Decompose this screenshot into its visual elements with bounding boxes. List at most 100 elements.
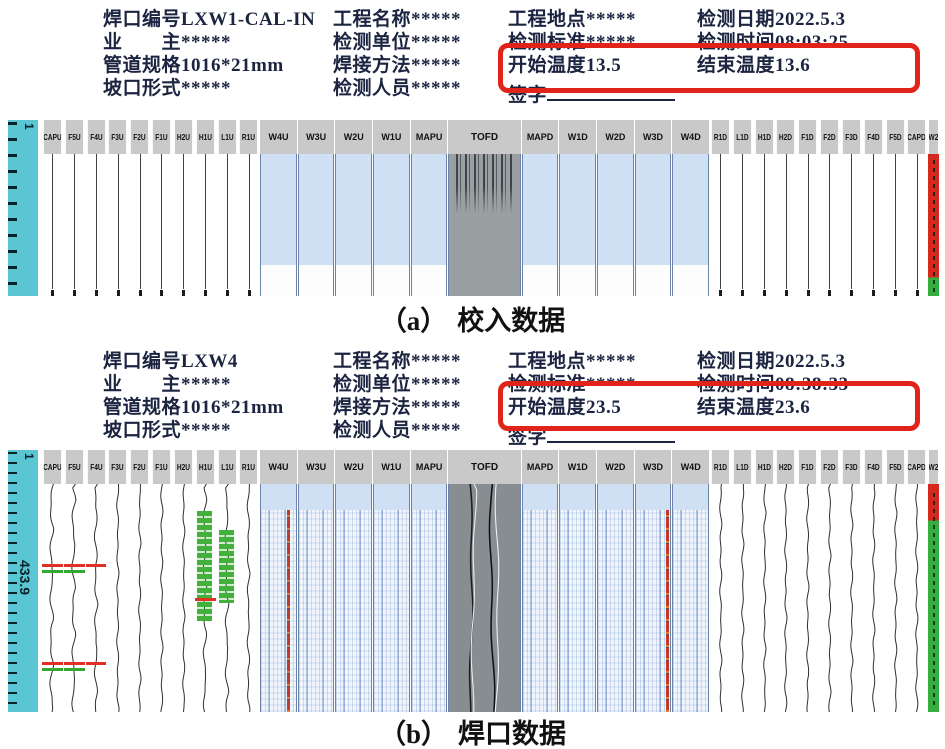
channel-trace-area xyxy=(151,154,172,296)
channel-trace-area xyxy=(731,154,753,296)
channel-column-r1u: R1U xyxy=(238,450,260,712)
bscan-texture xyxy=(522,510,558,712)
caption-a-label: （a） xyxy=(379,306,448,336)
channel-trace-area xyxy=(862,154,884,296)
channel-label: CAPD xyxy=(908,120,926,154)
channel-trace-area xyxy=(410,484,448,712)
bscan-texture xyxy=(673,510,709,712)
channel-label: W3U xyxy=(297,450,335,484)
field-date: 检测日期2022.5.3 xyxy=(697,351,846,372)
channel-trace-area xyxy=(597,154,634,296)
channel-column-w3u: W3U xyxy=(297,120,335,296)
channel-label: F1D xyxy=(799,450,817,484)
channel-trace-area xyxy=(634,484,672,712)
amplitude-trace xyxy=(915,484,919,712)
amplitude-trace xyxy=(871,484,876,712)
tofd-lateral-waves xyxy=(469,484,500,712)
channel-label: H1D xyxy=(755,450,773,484)
channel-label: F2U xyxy=(131,120,149,154)
channel-column-h1u: H1U xyxy=(194,450,216,712)
bscan-texture xyxy=(374,510,409,712)
channel-column-f5u: F5U xyxy=(63,120,85,296)
channel-column-f2d: F2D xyxy=(819,120,840,296)
bscan-texture xyxy=(261,510,296,712)
report-header-a: 焊口编号LXW1-CAL-IN 业 主***** 管道规格1016*21mm 坡… xyxy=(0,0,945,118)
channel-label: CAPU xyxy=(43,450,61,484)
channel-column-capd: CAPD xyxy=(906,120,928,296)
channel-trace-area xyxy=(672,154,710,296)
field-owner: 业 主***** xyxy=(103,32,232,53)
channel-label: F3D xyxy=(842,120,860,154)
channel-trace-area xyxy=(840,154,862,296)
channel-label: R1D xyxy=(711,450,729,484)
channel-trace-area xyxy=(448,484,521,712)
channel-column-l1u: L1U xyxy=(216,450,238,712)
channel-trace-area xyxy=(335,484,373,712)
amplitude-trace xyxy=(116,484,121,712)
channel-trace-area xyxy=(775,484,797,712)
bscan-texture xyxy=(411,510,447,712)
channel-label: F2D xyxy=(820,450,839,484)
channel-column-capu: CAPU xyxy=(42,450,63,712)
field-date: 检测日期2022.5.3 xyxy=(697,9,846,30)
ruler-ticks xyxy=(8,452,17,710)
defect-mark-greenline xyxy=(42,569,63,573)
channel-label: R1U xyxy=(240,120,258,154)
channel-column-w1u: W1U xyxy=(373,450,410,712)
amplitude-trace xyxy=(893,484,898,712)
defect-mark-greenline xyxy=(42,667,63,671)
bscan-texture xyxy=(298,510,334,712)
channel-column-f4u: F4U xyxy=(85,120,107,296)
amplitude-trace xyxy=(49,484,55,712)
amplitude-trace xyxy=(850,484,854,712)
channel-label: F3U xyxy=(109,120,127,154)
channel-column-w2d: W2D xyxy=(597,120,634,296)
defect-mark-redline xyxy=(42,661,63,665)
channel-label: F1U xyxy=(152,450,171,484)
channel-trace-area xyxy=(107,484,129,712)
header-col-4: 检测日期2022.5.3 检测时间08:03:25 结束温度13.6 xyxy=(697,8,849,77)
field-weld-method: 焊接方法***** xyxy=(333,55,462,76)
header-col-4: 检测日期2022.5.3 检测时间08:38:33 结束温度23.6 xyxy=(697,350,849,419)
channel-column-capd: CAPD xyxy=(906,450,928,712)
channel-trace-area xyxy=(172,484,194,712)
weld-zone-top-band xyxy=(411,484,447,510)
channel-label: L1U xyxy=(218,120,236,154)
channel-label: W3U xyxy=(297,120,335,154)
channel-column-mapd: MAPD xyxy=(521,450,559,712)
channel-label: F5U xyxy=(65,450,83,484)
channel-label: W3D xyxy=(634,120,672,154)
channel-label: H2U xyxy=(174,450,192,484)
channel-label: F5U xyxy=(65,120,83,154)
channel-label: MAPD xyxy=(521,450,559,484)
channel-trace-area xyxy=(85,154,107,296)
channel-trace-area xyxy=(448,154,521,296)
channel-column-mapu: MAPU xyxy=(410,450,448,712)
caption-b-label: （b） xyxy=(378,719,449,749)
field-start-temp: 开始温度23.5 xyxy=(508,397,622,418)
caption-a-text: 校入数据 xyxy=(457,306,566,336)
channel-label: H2D xyxy=(777,120,795,154)
channel-trace-area xyxy=(710,484,731,712)
channel-trace-area xyxy=(238,484,260,712)
indication-streak xyxy=(287,510,291,712)
channel-label: F1U xyxy=(152,120,171,154)
weld-zone-top-band xyxy=(635,484,671,510)
field-weld-no: 焊口编号LXW4 xyxy=(103,351,238,372)
channel-label: R1U xyxy=(240,450,258,484)
tofd-calibration-echoes xyxy=(456,154,513,214)
channel-label: MAPU xyxy=(410,120,448,154)
field-time: 检测时间08:38:33 xyxy=(697,374,849,395)
channel-column-f1u: F1U xyxy=(151,450,172,712)
channel-trace-area xyxy=(194,484,216,712)
channel-label: L1D xyxy=(733,450,751,484)
channel-column-r1d: R1D xyxy=(710,120,731,296)
channel-trace-area xyxy=(634,154,672,296)
channel-trace-area xyxy=(753,484,775,712)
amplitude-trace xyxy=(719,484,723,712)
report-header-b: 焊口编号LXW4 业 主***** 管道规格1016*21mm 坡口形式****… xyxy=(0,342,945,460)
field-signature: 签字 xyxy=(508,84,676,107)
channel-label: F4D xyxy=(864,450,882,484)
amplitude-trace xyxy=(741,484,745,712)
ruler-start-label: 1 xyxy=(22,453,36,460)
